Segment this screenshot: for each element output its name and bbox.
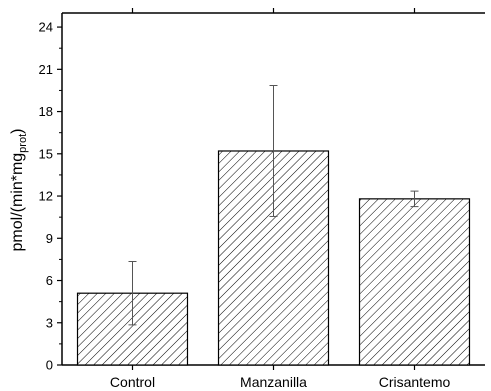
- y-tick-label: 18: [39, 104, 53, 119]
- x-tick-label-manzanilla: Manzanilla: [240, 374, 307, 390]
- bars: [76, 150, 471, 366]
- y-tick-label: 15: [39, 146, 53, 161]
- y-tick-label: 0: [46, 358, 53, 373]
- tick-labels: 0 3 6 9 12 15 18 21 24 Control Manzanilla Crisantem…: [39, 20, 451, 390]
- y-tick-label: 21: [39, 62, 53, 77]
- y-tick-label: 6: [46, 273, 53, 288]
- x-tick-label-control: Control: [110, 374, 155, 390]
- y-tick-label: 12: [39, 189, 53, 204]
- y-tick-label: 9: [46, 231, 53, 246]
- y-tick-label: 3: [46, 315, 53, 330]
- y-tick-label: 24: [39, 20, 53, 35]
- bar-crisantemo: [358, 198, 471, 366]
- x-tick-label-crisantemo: Crisantemo: [379, 374, 451, 390]
- error-bars: [128, 85, 419, 326]
- y-axis-label: pmol/(min*mgprot): [9, 129, 29, 252]
